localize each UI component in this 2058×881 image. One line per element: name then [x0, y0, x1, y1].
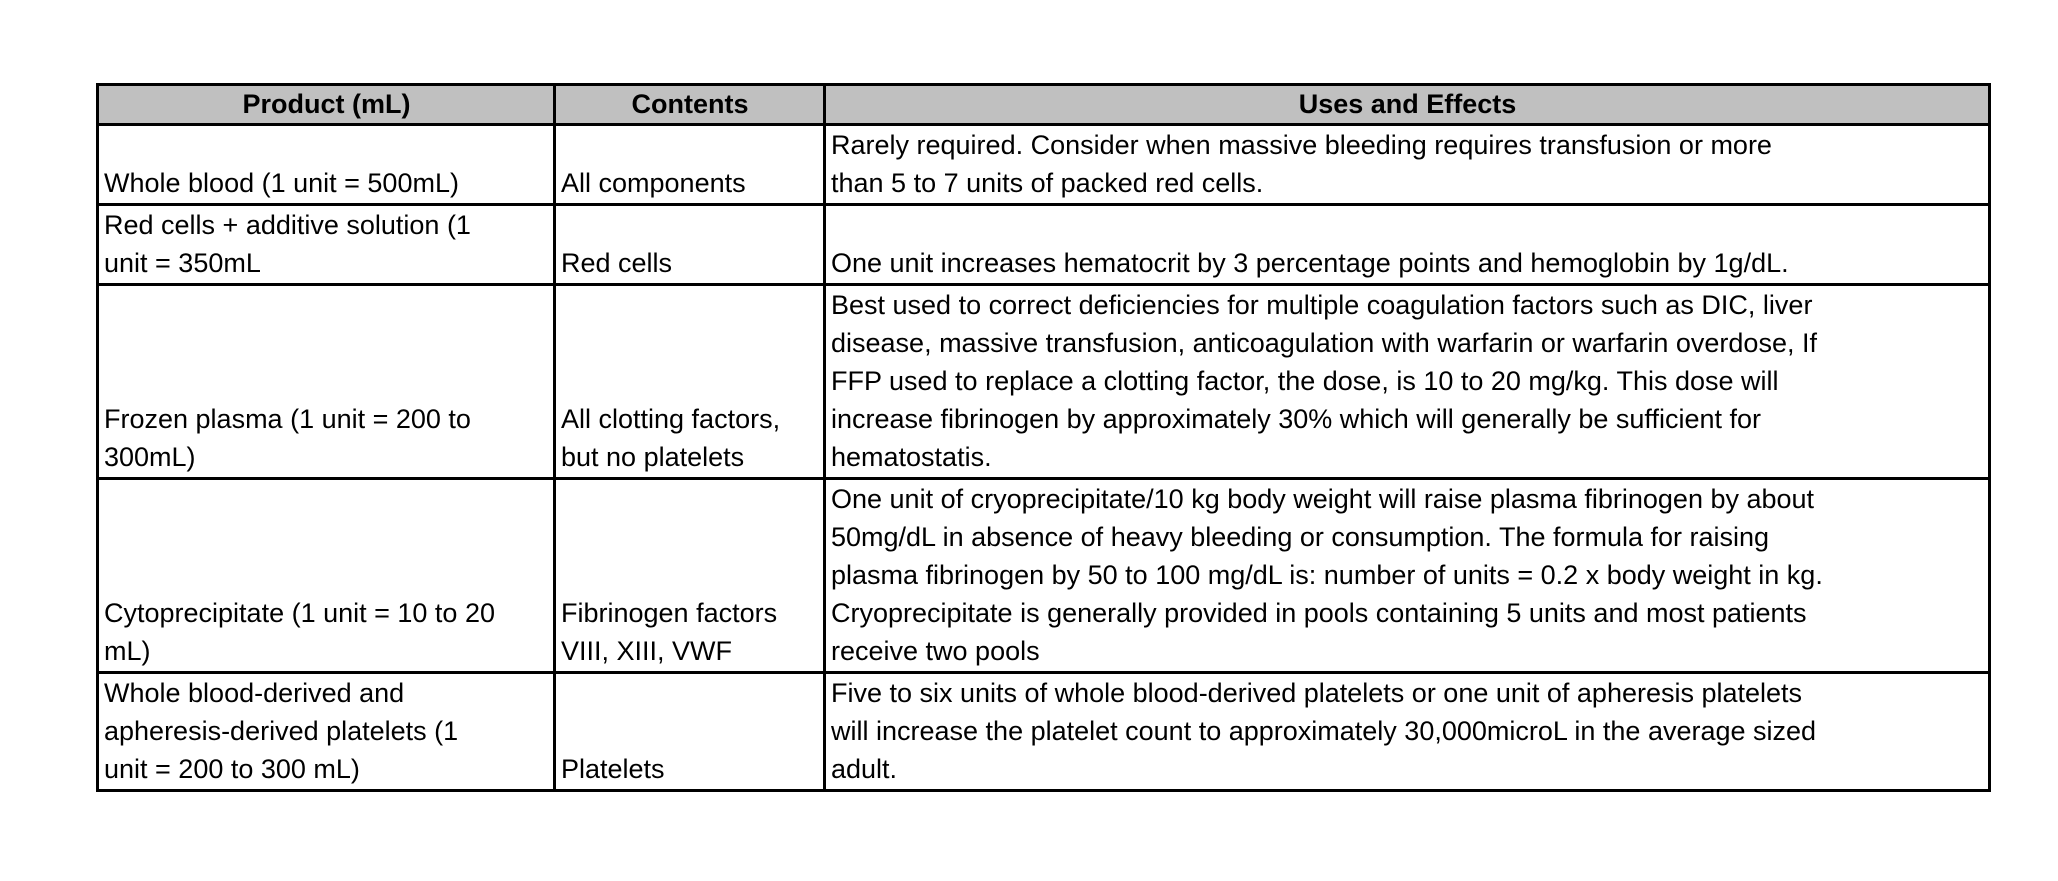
cell-line: disease, massive transfusion, anticoagul… [831, 328, 1817, 358]
cell-product: Frozen plasma (1 unit = 200 to 300mL) [96, 283, 556, 480]
cell-line: Frozen plasma (1 unit = 200 to [104, 404, 471, 434]
header-contents: Contents [553, 83, 826, 126]
cell-product: Cytoprecipitate (1 unit = 10 to 20 mL) [96, 477, 556, 674]
cell-line: One unit of cryoprecipitate/10 kg body w… [831, 484, 1815, 514]
table-row: Whole blood (1 unit = 500mL) All componen… [96, 123, 1991, 206]
cell-product: Red cells + additive solution (1 unit = 3… [96, 203, 556, 286]
cell-contents: Red cells [553, 203, 826, 286]
cell-line: FFP used to replace a clotting factor, t… [831, 366, 1779, 396]
cell-contents: Fibrinogen factors VIII, XIII, VWF [553, 477, 826, 674]
cell-line: Red cells + additive solution (1 [104, 210, 471, 240]
cell-line: unit = 350mL [104, 248, 261, 278]
table-row: Red cells + additive solution (1 unit = 3… [96, 203, 1991, 286]
cell-contents: Platelets [553, 671, 826, 792]
cell-line: Rarely required. Consider when massive b… [831, 130, 1772, 160]
cell-uses: Best used to correct deficiencies for mu… [823, 283, 1991, 480]
cell-line: adult. [831, 754, 898, 784]
cell-line: apheresis-derived platelets (1 [104, 716, 459, 746]
table-row: Frozen plasma (1 unit = 200 to 300mL) All … [96, 283, 1991, 480]
cell-line: hematostatis. [831, 442, 992, 472]
cell-line: Five to six units of whole blood-derived… [831, 678, 1803, 708]
cell-line: 50mg/dL in absence of heavy bleeding or … [831, 522, 1770, 552]
cell-uses: Rarely required. Consider when massive b… [823, 123, 1991, 206]
cell-uses: One unit increases hematocrit by 3 perce… [823, 203, 1991, 286]
cell-line: 300mL) [104, 442, 196, 472]
cell-line: but no platelets [561, 442, 745, 472]
cell-contents: All clotting factors, but no platelets [553, 283, 826, 480]
cell-line: All clotting factors, [561, 404, 781, 434]
cell-line: Cryoprecipitate is generally provided in… [831, 598, 1807, 628]
cell-line: will increase the platelet count to appr… [831, 716, 1817, 746]
table-row: Whole blood-derived and apheresis-derived… [96, 671, 1991, 792]
cell-line: Platelets [561, 754, 665, 784]
cell-line: unit = 200 to 300 mL) [104, 754, 360, 784]
table-row: Cytoprecipitate (1 unit = 10 to 20 mL) Fib… [96, 477, 1991, 674]
cell-contents: All components [553, 123, 826, 206]
cell-product: Whole blood (1 unit = 500mL) [96, 123, 556, 206]
cell-line: Best used to correct deficiencies for mu… [831, 290, 1813, 320]
cell-product: Whole blood-derived and apheresis-derived… [96, 671, 556, 792]
cell-uses: One unit of cryoprecipitate/10 kg body w… [823, 477, 1991, 674]
cell-line: Fibrinogen factors [561, 598, 778, 628]
cell-line: receive two pools [831, 636, 1040, 666]
cell-line: than 5 to 7 units of packed red cells. [831, 168, 1264, 198]
cell-uses: Five to six units of whole blood-derived… [823, 671, 1991, 792]
cell-line: Whole blood-derived and [104, 678, 405, 708]
cell-line: One unit increases hematocrit by 3 perce… [831, 248, 1789, 278]
cell-line: plasma fibrinogen by 50 to 100 mg/dL is:… [831, 560, 1823, 590]
cell-line: Whole blood (1 unit = 500mL) [104, 168, 459, 198]
cell-line: Cytoprecipitate (1 unit = 10 to 20 [104, 598, 495, 628]
cell-line: VIII, XIII, VWF [561, 636, 733, 666]
cell-line: All components [561, 168, 746, 198]
cell-line: increase fibrinogen by approximately 30%… [831, 404, 1761, 434]
header-row: Product (mL) Contents Uses and Effects [96, 83, 1991, 126]
header-uses: Uses and Effects [823, 83, 1991, 126]
blood-products-table: Product (mL) Contents Uses and Effects W… [96, 83, 1991, 792]
cell-line: mL) [104, 636, 151, 666]
header-product: Product (mL) [96, 83, 556, 126]
cell-line: Red cells [561, 248, 673, 278]
